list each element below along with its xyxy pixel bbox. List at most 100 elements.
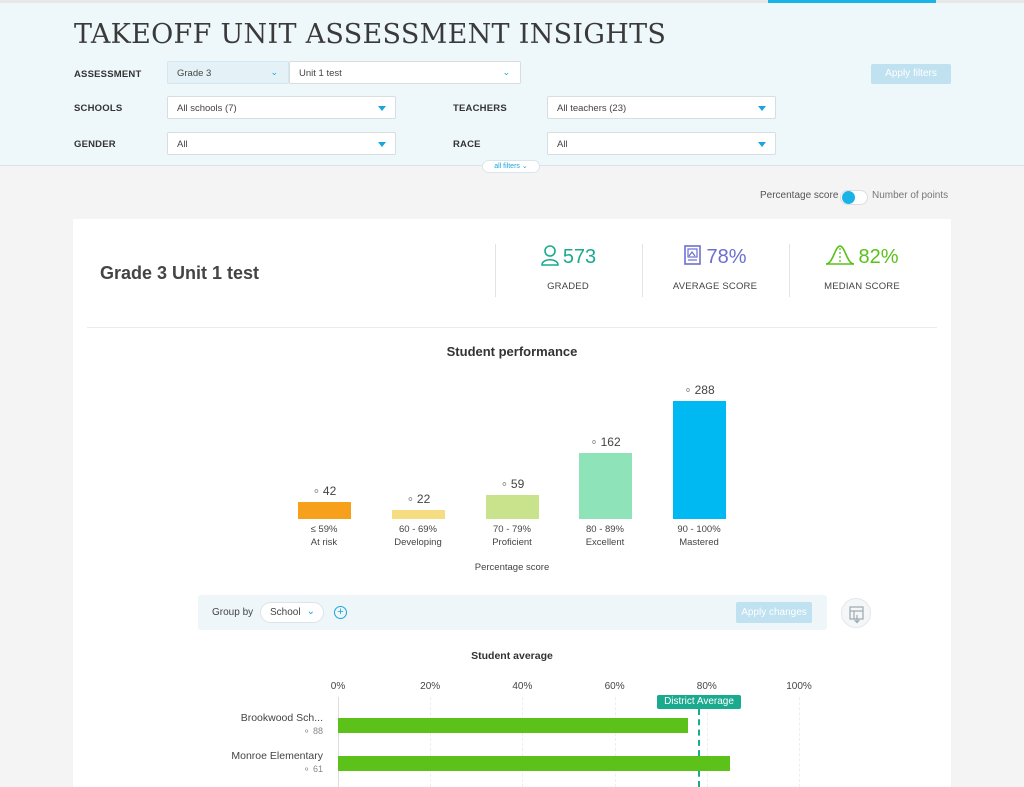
caret-down-icon [378,106,386,111]
average-gridline [799,697,800,787]
average-axis-tick: 100% [786,681,812,692]
filters-header: TAKEOFF UNIT ASSESSMENT INSIGHTS ASSESSM… [0,3,1024,166]
grade-value: Grade 3 [177,68,212,79]
schools-select[interactable]: All schools (7) [167,96,396,119]
assessment-card: Grade 3 Unit 1 test 573 GRADED 78% AVERA… [73,219,951,787]
average-bar[interactable] [338,718,689,733]
average-axis-tick: 0% [330,681,346,692]
top-accent-bar [0,0,1024,3]
performance-bar-count: ⚬ 22 [383,492,453,506]
group-by-bar: Group by School ⌄ + Apply changes [198,595,827,630]
person-icon: ⚬ [302,726,311,736]
average-axis-tick: 80% [696,681,717,692]
assessment-label: ASSESSMENT [74,69,142,80]
chevron-down-icon: ⌄ [521,163,528,170]
average-gridline [522,697,524,787]
download-table-icon [849,606,864,624]
performance-category-label: 90 - 100% Mastered [677,524,721,548]
average-score-value: 78% [706,246,747,268]
performance-bar[interactable] [578,453,632,519]
average-row-count: ⚬ 88 [173,726,323,737]
divider [789,244,790,297]
person-icon: ⚬ [311,486,321,498]
toggle-right-label: Number of points [872,190,949,201]
all-filters-toggle[interactable]: all filters ⌄ [482,160,540,173]
average-axis-tick: 40% [512,681,533,692]
chevron-down-icon: ⌄ [270,67,278,77]
test-value: Unit 1 test [299,68,342,79]
graded-label: GRADED [547,281,589,292]
average-title: Student average [471,650,553,662]
average-row-name: Monroe Elementary [231,750,323,762]
toggle-knob [842,191,855,204]
average-gridline [614,697,616,787]
download-button[interactable] [841,598,871,628]
performance-category-label: ≤ 59% At risk [310,524,338,548]
grade-select[interactable]: Grade 3 ⌄ [167,61,289,84]
person-icon [540,244,560,272]
person-icon: ⚬ [405,494,415,506]
race-value: All [557,139,568,150]
performance-bar[interactable] [297,502,351,519]
average-gridline [430,697,432,787]
median-score-value: 82% [858,246,899,268]
bell-curve-icon [825,244,855,272]
average-row-count-value: 88 [312,726,323,736]
apply-changes-button[interactable]: Apply changes [736,602,812,623]
clipboard-icon [683,244,703,272]
person-icon: ⚬ [683,385,693,397]
average-row-name: Brookwood Sch... [240,712,323,724]
performance-bar-count: ⚬ 59 [477,477,547,491]
performance-bar-value: 59 [510,477,525,491]
teachers-select[interactable]: All teachers (23) [547,96,776,119]
average-gridline [338,697,339,787]
graded-stat: 573 GRADED [495,244,641,297]
person-icon: ⚬ [499,479,509,491]
group-by-label: Group by [212,607,254,618]
caret-down-icon [378,142,386,147]
performance-bar[interactable] [391,510,445,519]
performance-bar-value: 22 [416,492,431,506]
median-score-stat: 82% MEDIAN SCORE [789,244,935,297]
group-by-value: School [270,607,301,618]
divider [495,244,496,297]
test-select[interactable]: Unit 1 test ⌄ [289,61,521,84]
apply-filters-button[interactable]: Apply filters [871,64,951,84]
performance-category-label: 70 - 79% Proficient [492,524,532,548]
gender-value: All [177,139,188,150]
caret-down-icon [758,142,766,147]
race-label: RACE [453,139,481,150]
person-icon: ⚬ [302,764,311,774]
caret-down-icon [758,106,766,111]
district-average-tag: District Average [657,695,741,709]
score-mode-toggle[interactable] [840,190,868,205]
performance-xlabel: Percentage score [474,562,550,573]
average-bar[interactable] [338,756,730,771]
performance-bar-count: ⚬ 162 [570,435,640,449]
schools-label: SCHOOLS [74,103,123,114]
performance-bar[interactable] [485,495,539,519]
average-score-stat: 78% AVERAGE SCORE [642,244,788,297]
average-row-count-value: 61 [312,764,323,774]
race-select[interactable]: All [547,132,776,155]
teachers-label: TEACHERS [453,103,507,114]
chevron-down-icon: ⌄ [306,606,315,617]
median-score-label: MEDIAN SCORE [824,281,900,292]
page-title: TAKEOFF UNIT ASSESSMENT INSIGHTS [74,19,667,50]
gender-label: GENDER [74,139,116,150]
performance-bar[interactable] [672,401,726,519]
divider [642,244,643,297]
chevron-down-icon: ⌄ [502,67,510,77]
performance-bar-value: 162 [600,435,621,449]
group-by-select[interactable]: School ⌄ [260,602,324,623]
performance-category-label: 80 - 89% Excellent [585,524,625,548]
active-tab-indicator [768,0,936,3]
average-axis-tick: 60% [604,681,625,692]
average-axis-tick: 20% [420,681,441,692]
section-divider [87,327,937,328]
graded-value: 573 [562,246,597,268]
performance-bar-count: ⚬ 288 [664,383,734,397]
add-grouping-button[interactable]: + [334,606,347,619]
teachers-value: All teachers (23) [557,103,627,114]
gender-select[interactable]: All [167,132,396,155]
